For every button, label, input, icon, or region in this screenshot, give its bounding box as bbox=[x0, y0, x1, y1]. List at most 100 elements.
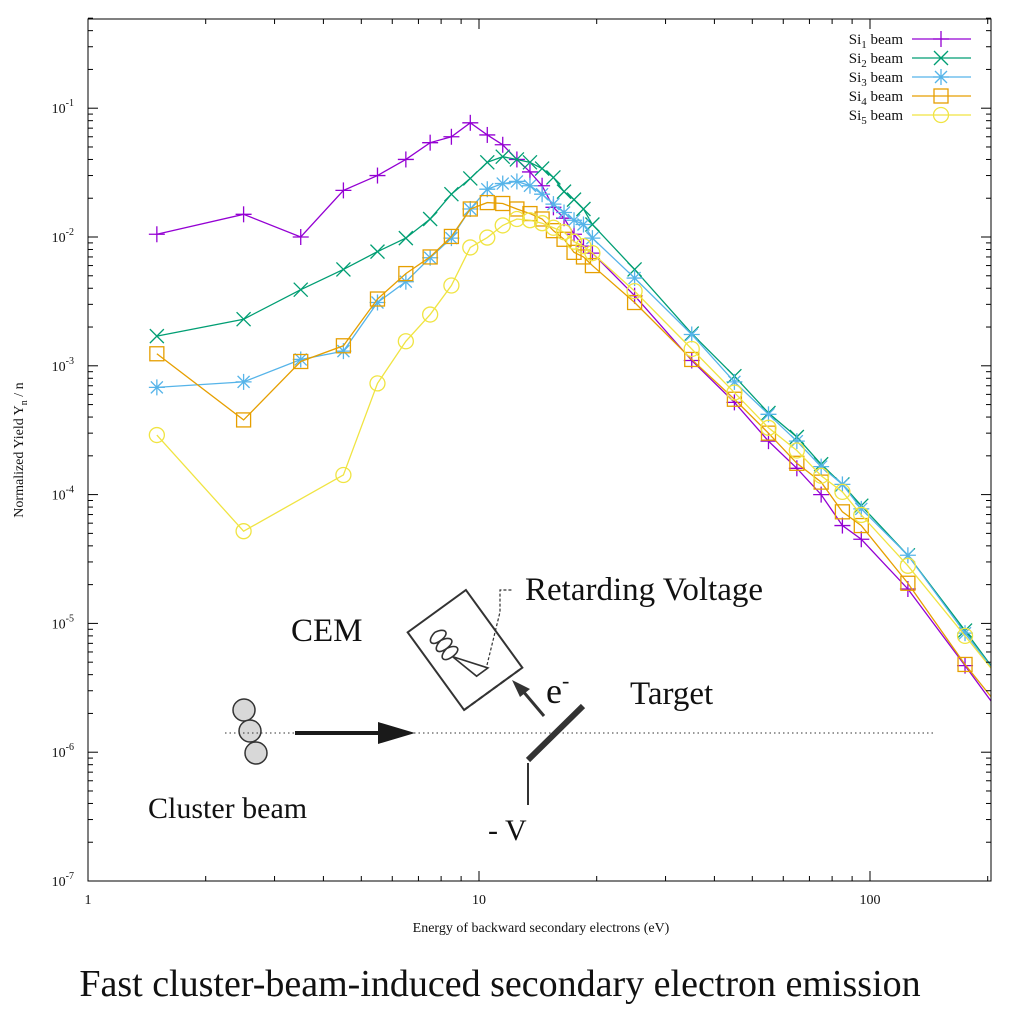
data-point bbox=[534, 186, 551, 203]
cluster-atom bbox=[232, 698, 256, 722]
legend-label: Si3 beam bbox=[849, 70, 904, 89]
data-point bbox=[556, 204, 573, 221]
data-point bbox=[900, 575, 916, 591]
data-point bbox=[555, 224, 573, 241]
data-point bbox=[521, 163, 538, 180]
legend-marker bbox=[933, 50, 949, 66]
y-tick-exponent: -7 bbox=[66, 871, 74, 882]
data-point bbox=[584, 244, 601, 262]
y-tick-exponent: -6 bbox=[66, 742, 74, 753]
data-point bbox=[149, 346, 165, 362]
data-point bbox=[422, 211, 438, 227]
figure-caption: Fast cluster-beam-induced secondary elec… bbox=[79, 963, 920, 1005]
data-point bbox=[494, 136, 511, 153]
data-point bbox=[726, 384, 743, 401]
data-point bbox=[398, 230, 414, 246]
x-tick-label: 100 bbox=[860, 893, 881, 908]
data-point bbox=[495, 149, 511, 165]
data-point bbox=[521, 177, 538, 194]
data-point bbox=[370, 244, 385, 260]
cem-label: CEM bbox=[291, 613, 363, 649]
target-plate bbox=[525, 703, 586, 763]
data-point bbox=[853, 517, 869, 534]
legend-marker bbox=[933, 31, 949, 47]
y-tick-exponent: -5 bbox=[66, 613, 74, 624]
data-point bbox=[397, 151, 414, 168]
data-point bbox=[788, 433, 805, 450]
data-point bbox=[834, 517, 851, 534]
retarding-leader bbox=[486, 589, 512, 666]
data-point bbox=[899, 557, 917, 574]
experiment-schematic: Retarding Voltage CEM e- Target Cluster … bbox=[148, 572, 935, 847]
y-tick-exponent: -2 bbox=[66, 227, 74, 238]
electron-arrow bbox=[520, 689, 546, 717]
data-point bbox=[462, 114, 479, 131]
cluster-atom bbox=[244, 741, 268, 765]
beam-arrow-head bbox=[378, 722, 415, 744]
data-point bbox=[575, 249, 592, 265]
legend-entry: Si1 beam bbox=[849, 31, 971, 51]
data-point bbox=[479, 154, 495, 170]
data-point bbox=[956, 627, 974, 645]
data-point bbox=[494, 175, 511, 192]
electron-arrow-head bbox=[512, 680, 530, 697]
series-5 bbox=[148, 210, 991, 669]
data-point bbox=[422, 249, 438, 265]
data-point bbox=[584, 230, 601, 247]
data-point bbox=[148, 379, 165, 396]
legend-label: Si4 beam bbox=[849, 89, 904, 108]
data-point bbox=[369, 167, 386, 184]
x-tick-label: 10 bbox=[472, 893, 486, 908]
data-point bbox=[957, 625, 974, 642]
data-point bbox=[369, 294, 386, 311]
data-point bbox=[443, 128, 460, 145]
data-point bbox=[853, 531, 870, 548]
data-point bbox=[566, 244, 582, 261]
data-point bbox=[235, 373, 252, 390]
data-point bbox=[235, 523, 252, 540]
data-point bbox=[556, 184, 572, 200]
data-point bbox=[479, 181, 496, 198]
data-point bbox=[853, 506, 870, 524]
legend-entry: Si4 beam bbox=[849, 88, 971, 108]
data-point bbox=[422, 134, 439, 151]
data-point bbox=[626, 282, 643, 300]
data-point bbox=[398, 265, 414, 282]
plot-frame bbox=[87, 18, 992, 882]
x-tick-label: 1 bbox=[85, 893, 92, 908]
legend-entry: Si5 beam bbox=[849, 106, 971, 127]
data-point bbox=[148, 226, 165, 243]
data-point bbox=[335, 261, 351, 277]
y-tick-exponent: -1 bbox=[66, 98, 74, 109]
data-point bbox=[575, 216, 592, 233]
data-point bbox=[534, 161, 550, 177]
data-point bbox=[443, 186, 459, 202]
data-point bbox=[760, 419, 777, 436]
data-point bbox=[462, 239, 479, 256]
data-point bbox=[443, 277, 460, 294]
data-point bbox=[335, 182, 352, 199]
legend-marker bbox=[932, 106, 950, 124]
data-point bbox=[236, 311, 252, 327]
data-point bbox=[369, 375, 386, 392]
data-point bbox=[813, 458, 830, 475]
data-point bbox=[789, 455, 805, 471]
data-point bbox=[545, 196, 562, 213]
data-point bbox=[509, 151, 525, 167]
data-point bbox=[534, 211, 550, 227]
legend-label: Si1 beam bbox=[849, 32, 904, 51]
data-point bbox=[684, 351, 700, 368]
series-line bbox=[156, 218, 991, 669]
data-point bbox=[494, 217, 511, 234]
data-point bbox=[443, 230, 460, 247]
data-point bbox=[397, 273, 414, 290]
data-point bbox=[462, 170, 478, 186]
data-point bbox=[683, 326, 700, 343]
data-point bbox=[565, 233, 583, 250]
data-point bbox=[292, 229, 309, 245]
data-point bbox=[576, 201, 591, 217]
data-point bbox=[834, 483, 851, 501]
data-point bbox=[293, 353, 309, 370]
data-point bbox=[584, 257, 601, 274]
data-point bbox=[148, 426, 166, 444]
